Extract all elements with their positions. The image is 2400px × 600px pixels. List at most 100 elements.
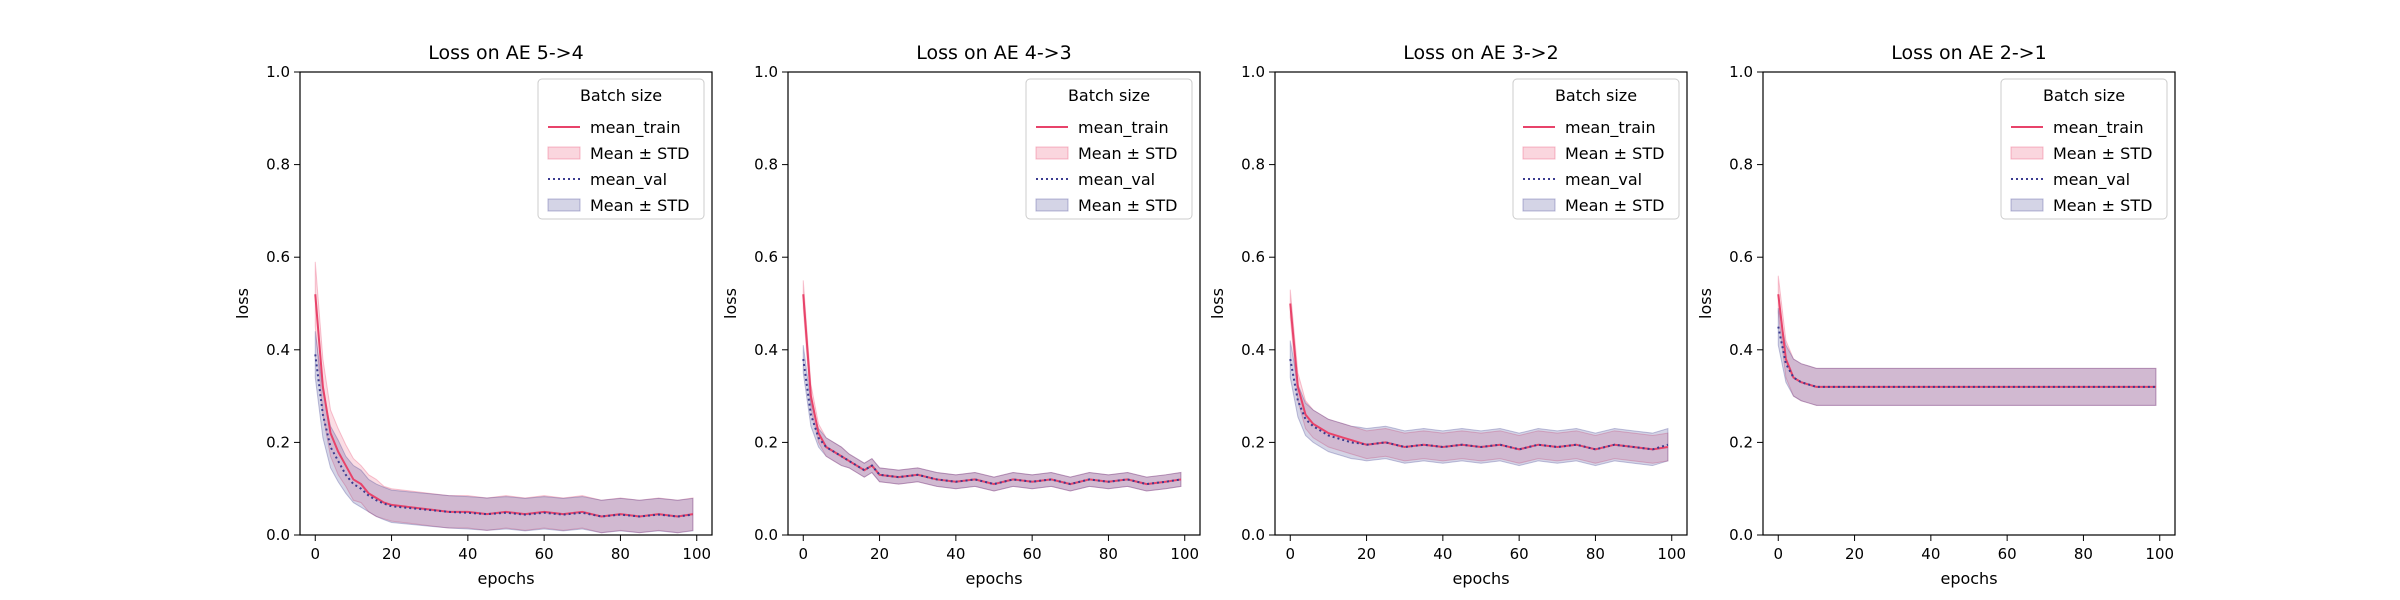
x-tick-label: 0 (310, 545, 320, 563)
std-band-mean_val (1289, 340, 1669, 467)
x-tick-label: 20 (382, 545, 401, 563)
x-axis-label: epochs (1452, 569, 1509, 588)
x-tick-label: 100 (682, 545, 711, 563)
legend-swatch-band (2010, 198, 2044, 212)
y-tick-label: 0.8 (266, 156, 290, 174)
series-line-mean_train (802, 294, 1182, 486)
legend-entry: Mean ± STD (590, 196, 689, 215)
legend-entry: Mean ± STD (590, 144, 689, 163)
axes-frame (787, 71, 1201, 536)
std-band-mean_val (1777, 308, 2157, 406)
x-axis-label: epochs (477, 569, 534, 588)
x-tick-label: 20 (1357, 545, 1376, 563)
x-tick-label: 60 (535, 545, 554, 563)
legend: Batch size mean_train Mean ± STD mean_val Me… (537, 78, 705, 220)
legend-entry: Mean ± STD (1565, 196, 1664, 215)
y-tick-label: 1.0 (754, 63, 778, 81)
y-tick-label: 1.0 (1729, 63, 1753, 81)
chart-panel-1: 0 20 40 60 80 100 0.0 0.2 0.4 0.6 0.8 1.0 Loss on AE… (233, 42, 713, 588)
std-band-mean_train (1777, 275, 2157, 406)
y-tick-label: 0.4 (1241, 341, 1265, 359)
x-tick-label: 80 (1099, 545, 1118, 563)
y-tick-label: 0.6 (1241, 248, 1265, 266)
y-tick-label: 0.2 (266, 433, 290, 451)
y-tick-label: 1.0 (266, 63, 290, 81)
chart-title: Loss on AE 2->1 (1891, 42, 2046, 64)
series-line-mean_train (1777, 294, 2156, 388)
x-tick-label: 0 (1773, 545, 1783, 563)
x-tick-label: 60 (1510, 545, 1529, 563)
y-axis-label: loss (233, 288, 252, 319)
legend: Batch size mean_train Mean ± STD mean_val Me… (1512, 78, 1680, 220)
y-tick-label: 0.4 (754, 341, 778, 359)
y-tick-label: 0.2 (1729, 433, 1753, 451)
x-tick-label: 20 (1845, 545, 1864, 563)
legend-entry: Mean ± STD (1565, 144, 1664, 163)
legend: Batch size mean_train Mean ± STD mean_val Me… (2000, 78, 2168, 220)
x-tick-label: 60 (1023, 545, 1042, 563)
y-tick-label: 0.8 (754, 156, 778, 174)
y-tick-label: 0.2 (1241, 433, 1265, 451)
axes-frame (1274, 71, 1688, 536)
x-tick-label: 40 (946, 545, 965, 563)
series-line-mean_val (802, 358, 1182, 486)
axes-frame (1762, 71, 2176, 536)
legend-title: Batch size (1068, 86, 1150, 105)
y-tick-label: 0.6 (754, 248, 778, 266)
x-tick-label: 80 (1586, 545, 1605, 563)
y-tick-label: 0.4 (266, 341, 290, 359)
x-tick-label: 80 (611, 545, 630, 563)
y-tick-label: 0.0 (266, 526, 290, 544)
legend-entry: mean_val (2053, 170, 2130, 190)
legend-entry: mean_train (1565, 118, 1656, 138)
x-tick-label: 20 (870, 545, 889, 563)
std-band-mean_val (802, 345, 1182, 492)
x-tick-label: 40 (1921, 545, 1940, 563)
legend-swatch-band (1035, 146, 1069, 160)
y-tick-label: 0.2 (754, 433, 778, 451)
legend-swatch-band (1522, 198, 1556, 212)
x-tick-label: 60 (1998, 545, 2017, 563)
y-tick-label: 0.0 (1729, 526, 1753, 544)
legend-entry: Mean ± STD (2053, 144, 2152, 163)
y-tick-label: 0.8 (1241, 156, 1265, 174)
legend-title: Batch size (580, 86, 662, 105)
legend-title: Batch size (1555, 86, 1637, 105)
chart-panel-2: 0 20 40 60 80 100 0.0 0.2 0.4 0.6 0.8 1.0 Loss on AE… (721, 42, 1201, 588)
legend-entry: mean_val (1565, 170, 1642, 190)
x-tick-label: 0 (1285, 545, 1295, 563)
y-axis-label: loss (1208, 288, 1227, 319)
std-band-mean_train (314, 261, 694, 534)
legend-box (2000, 78, 2168, 220)
y-tick-label: 0.6 (1729, 248, 1753, 266)
x-tick-label: 100 (1657, 545, 1686, 563)
std-band-mean_train (802, 280, 1182, 492)
legend-entry: Mean ± STD (2053, 196, 2152, 215)
legend-entry: mean_val (590, 170, 667, 190)
y-tick-label: 1.0 (1241, 63, 1265, 81)
y-tick-label: 0.4 (1729, 341, 1753, 359)
y-tick-label: 0.6 (266, 248, 290, 266)
legend-box (1512, 78, 1680, 220)
legend-entry: mean_train (1078, 118, 1169, 138)
chart-title: Loss on AE 5->4 (428, 42, 583, 64)
x-tick-label: 100 (1170, 545, 1199, 563)
x-tick-label: 40 (1433, 545, 1452, 563)
legend-entry: mean_train (2053, 118, 2144, 138)
legend-entry: Mean ± STD (1078, 196, 1177, 215)
legend-title: Batch size (2043, 86, 2125, 105)
y-tick-label: 0.0 (1241, 526, 1265, 544)
x-axis-label: epochs (1940, 569, 1997, 588)
x-tick-label: 100 (2145, 545, 2174, 563)
axes-frame (299, 71, 713, 536)
legend-swatch-band (547, 198, 581, 212)
legend-swatch-band (2010, 146, 2044, 160)
legend-entry: mean_val (1078, 170, 1155, 190)
x-axis-label: epochs (965, 569, 1022, 588)
y-axis-label: loss (721, 288, 740, 319)
legend-entry: Mean ± STD (1078, 144, 1177, 163)
chart-panel-4: 0 20 40 60 80 100 0.0 0.2 0.4 0.6 0.8 1.0 Loss on AE… (1696, 42, 2176, 588)
x-tick-label: 0 (798, 545, 808, 563)
legend-box (1025, 78, 1193, 220)
